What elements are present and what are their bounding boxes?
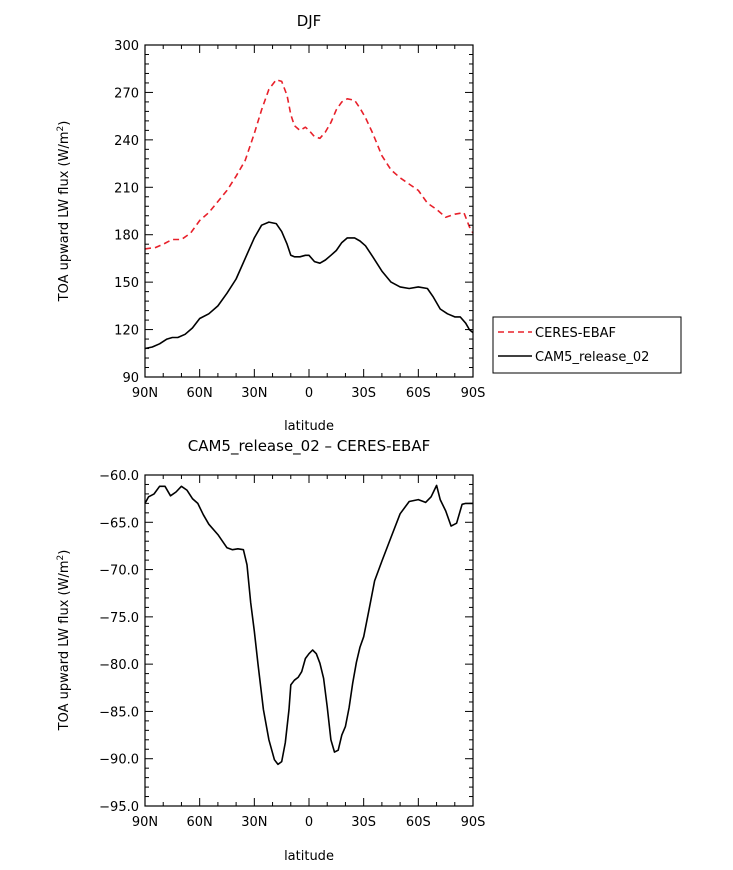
legend-label-cam5: CAM5_release_02 [535, 350, 649, 365]
top-chart-panel: DJF 90N 60N 30N 0 30S 60S 90S 90 120 150 180 210 240… [56, 12, 682, 434]
bottom-x-tick-label: 90S [461, 815, 486, 830]
top-y-tick-label: 120 [114, 324, 139, 339]
bottom-x-tick-label: 60N [187, 815, 213, 830]
top-y-tick-label: 180 [114, 229, 139, 244]
top-x-tick-label: 0 [305, 386, 313, 401]
top-chart-y-label: TOA upward LW flux (W/m2) [56, 121, 72, 303]
bottom-series-difference [144, 484, 473, 766]
bottom-chart-y-label: TOA upward LW flux (W/m2) [56, 550, 72, 732]
bottom-chart-panel: CAM5_release_02 – CERES-EBAF 90N 60N 30N 0 3… [56, 437, 485, 864]
bottom-y-tick-label: −90.0 [99, 753, 139, 768]
top-y-tick-label: 270 [114, 86, 139, 101]
top-x-tick-label: 30N [241, 386, 267, 401]
legend-label-ceres-ebaf: CERES-EBAF [535, 326, 616, 341]
top-chart-y-label-text: TOA upward LW flux (W/m [57, 131, 72, 302]
top-series-ceres-ebaf [144, 79, 474, 250]
bottom-y-tick-label: −95.0 [99, 800, 139, 815]
bottom-x-tick-label: 0 [305, 815, 313, 830]
bottom-y-tick-label: −65.0 [99, 516, 139, 531]
top-chart-legend: CERES-EBAF CAM5_release_02 [492, 316, 682, 374]
top-chart-frame [144, 44, 474, 378]
top-chart-y-label-sup: 2 [56, 126, 66, 132]
top-y-tick-label: 210 [114, 181, 139, 196]
bottom-y-tick-label: −80.0 [99, 658, 139, 673]
bottom-y-tick-label: −70.0 [99, 564, 139, 579]
bottom-chart-x-label: latitude [284, 849, 334, 864]
bottom-chart-y-label-text: TOA upward LW flux (W/m [57, 560, 72, 731]
top-y-tick-label: 90 [122, 371, 139, 386]
top-x-tick-label: 60S [406, 386, 431, 401]
bottom-x-tick-label: 90N [132, 815, 158, 830]
bottom-x-tick-label: 30N [241, 815, 267, 830]
bottom-chart-y-label-close: ) [57, 550, 72, 555]
top-y-tick-label: 300 [114, 39, 139, 54]
legend-box [492, 316, 682, 374]
top-y-tick-label: 150 [114, 276, 139, 291]
bottom-y-tick-label: −60.0 [99, 469, 139, 484]
bottom-y-tick-label: −85.0 [99, 705, 139, 720]
top-x-tick-label: 60N [187, 386, 213, 401]
top-y-tick-label: 240 [114, 134, 139, 149]
top-x-tick-label: 30S [351, 386, 376, 401]
bottom-chart-title: CAM5_release_02 – CERES-EBAF [188, 437, 430, 456]
bottom-chart-frame [144, 474, 474, 807]
top-chart-x-label: latitude [284, 419, 334, 434]
top-chart-y-label-close: ) [57, 121, 72, 126]
bottom-y-tick-label: −75.0 [99, 611, 139, 626]
bottom-x-tick-label: 30S [351, 815, 376, 830]
bottom-x-tick-label: 60S [406, 815, 431, 830]
bottom-chart-y-label-sup: 2 [56, 555, 66, 561]
top-x-tick-label: 90N [132, 386, 158, 401]
top-series-cam5-release-02 [144, 221, 474, 350]
top-chart-title: DJF [297, 12, 322, 30]
top-x-tick-label: 90S [461, 386, 486, 401]
